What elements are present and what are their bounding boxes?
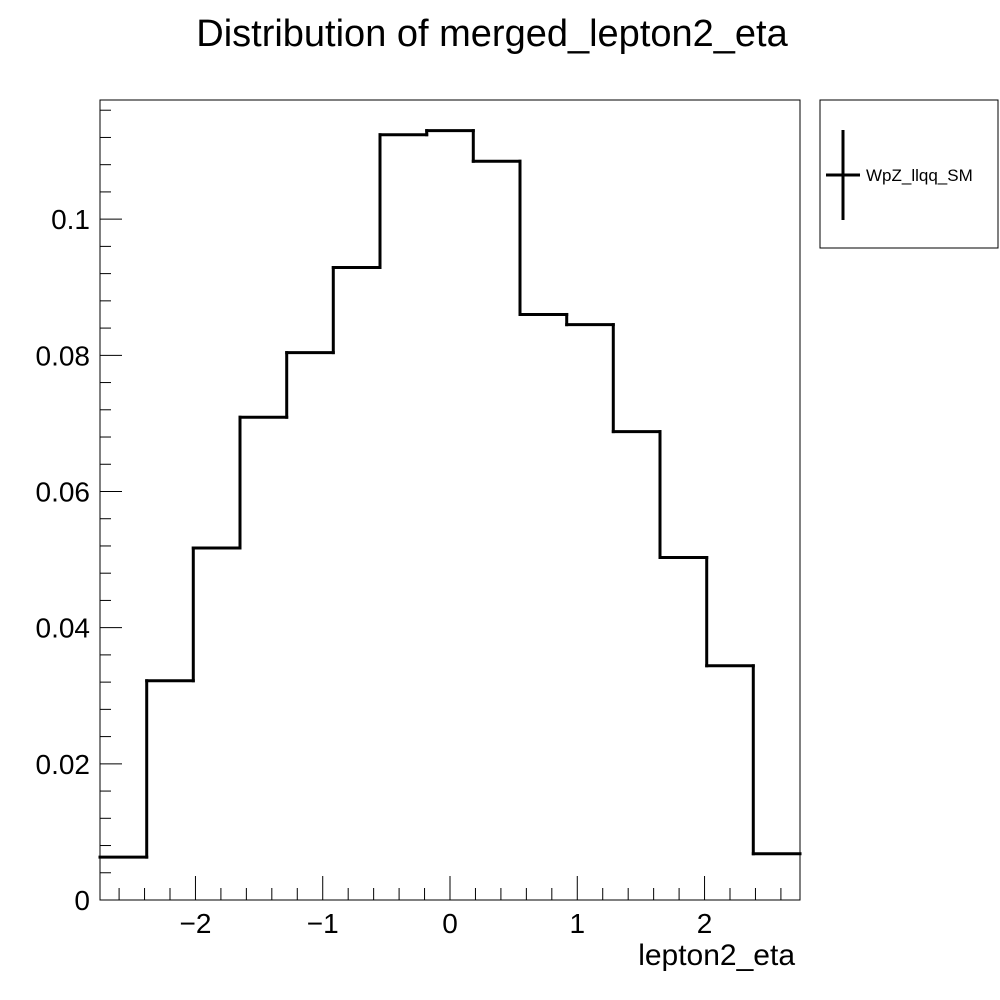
y-tick-label: 0.06: [36, 476, 91, 507]
x-tick-label: −2: [179, 908, 211, 939]
x-tick-label: 1: [569, 908, 585, 939]
axis-ticks: 0 0.02 0.04 0.06 0.08 0.1 −2 −1 0 1 2: [36, 109, 782, 939]
x-tick-label: 2: [697, 908, 713, 939]
y-tick-label: 0.02: [36, 749, 91, 780]
chart-title: Distribution of merged_lepton2_eta: [196, 13, 788, 55]
x-tick-label: 0: [442, 908, 458, 939]
y-tick-label: 0.1: [51, 204, 90, 235]
y-tick-label: 0.08: [36, 340, 91, 371]
plot-frame: [99, 99, 801, 901]
legend-entry-label: WpZ_llqq_SM: [866, 166, 973, 185]
x-axis-label: lepton2_eta: [638, 939, 795, 972]
legend: WpZ_llqq_SM: [819, 99, 999, 249]
histogram-series: [98, 129, 802, 859]
x-tick-label: −1: [307, 908, 339, 939]
y-tick-label: 0.04: [36, 613, 91, 644]
y-tick-label: 0: [74, 885, 90, 916]
